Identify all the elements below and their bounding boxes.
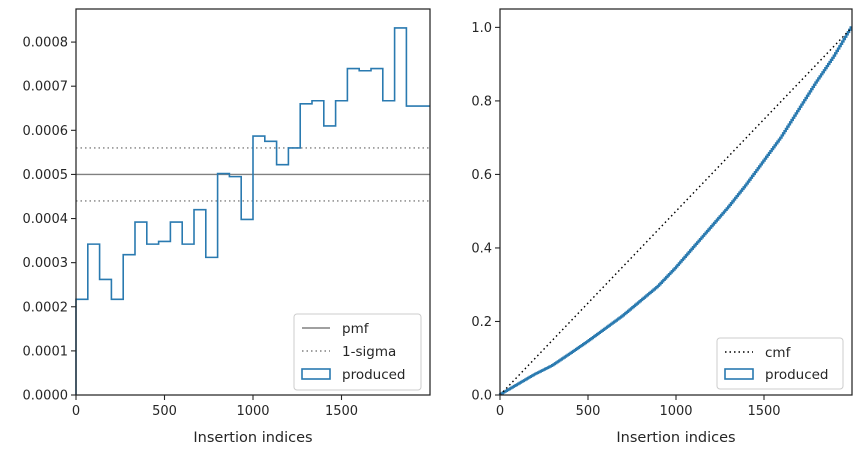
histogram-bin: [123, 255, 135, 395]
right-axes-frame: [499, 8, 853, 396]
right-y-tick-label: 0.2: [471, 315, 492, 330]
legend-pmf-label: pmf: [342, 321, 370, 337]
histogram-bin: [241, 219, 253, 395]
left-x-ticks: 0 500 1000 1500: [72, 395, 358, 419]
left-y-tick-label: 0.0005: [23, 168, 69, 183]
histogram-bin: [111, 299, 123, 395]
left-y-ticks: 0.0000 0.0001 0.0002 0.0003 0.0004 0.0005 0.00…: [23, 36, 76, 404]
left-x-tick-label: 1000: [236, 404, 269, 419]
right-legend-box: [716, 337, 844, 390]
legend-produced-swatch: [724, 368, 754, 380]
right-legend: cmf produced: [716, 337, 844, 390]
histogram-bin: [229, 177, 241, 395]
left-legend-box: [293, 313, 422, 391]
right-x-tick-label: 0: [496, 404, 504, 419]
left-x-axis-label: Insertion indices: [193, 430, 312, 446]
histogram-step-line: [75, 27, 430, 395]
histogram-bin: [265, 141, 277, 395]
histogram-bin: [88, 244, 100, 395]
legend-produced-label: produced: [765, 367, 829, 383]
histogram-bin: [277, 165, 289, 395]
right-x-tick-label: 500: [576, 404, 601, 419]
left-y-tick-label: 0.0004: [23, 212, 69, 227]
left-x-tick-label: 1500: [325, 404, 358, 419]
legend-cmf-label: cmf: [765, 345, 792, 361]
right-x-tick-label: 1000: [659, 404, 692, 419]
histogram-bin: [218, 174, 230, 395]
left-x-tick-label: 500: [152, 404, 177, 419]
left-y-tick-label: 0.0001: [23, 344, 69, 359]
right-y-tick-label: 0.4: [471, 241, 492, 256]
histogram-bin: [147, 244, 159, 395]
right-y-tick-label: 0.0: [471, 389, 492, 404]
right-y-tick-label: 0.6: [471, 168, 492, 183]
left-x-tick-label: 0: [72, 404, 80, 419]
histogram-bin: [194, 210, 206, 395]
right-x-tick-label: 1500: [747, 404, 780, 419]
left-y-tick-label: 0.0008: [23, 36, 69, 51]
left-y-tick-label: 0.0006: [23, 124, 69, 139]
right-y-ticks: 0.0 0.2 0.4 0.6 0.8 1.0: [471, 21, 500, 404]
left-histogram-group: [75, 27, 430, 395]
left-y-tick-label: 0.0007: [23, 80, 69, 95]
produced-cumulative-line: [498, 26, 852, 396]
left-y-tick-label: 0.0000: [23, 389, 69, 404]
cmf-line: [499, 26, 853, 396]
left-chart: 0 500 1000 1500 0.00000.00010.00020.00030.0…: [23, 8, 431, 446]
legend-produced-swatch: [301, 368, 331, 380]
right-y-tick-label: 0.8: [471, 94, 492, 109]
right-x-axis-label: Insertion indices: [616, 430, 735, 446]
histogram-bin: [182, 244, 194, 395]
right-cdf-group: [498, 26, 853, 396]
histogram-bin: [135, 222, 147, 395]
left-y-tick-label: 0.0003: [23, 256, 69, 271]
histogram-bin: [253, 136, 265, 395]
legend-produced-label: produced: [342, 367, 406, 383]
right-chart: 0 500 1000 1500 0.0 0.2 0.4 0.6 0.8 1.0 Insertio…: [471, 8, 853, 446]
histogram-bin: [206, 257, 218, 395]
left-legend: pmf 1-sigma produced: [293, 313, 422, 391]
histogram-bin: [100, 279, 112, 395]
histogram-bin: [170, 222, 182, 395]
right-x-ticks: 0 500 1000 1500: [496, 395, 781, 419]
left-y-tick-label: 0.0002: [23, 300, 69, 315]
legend-sigma-label: 1-sigma: [342, 344, 396, 360]
histogram-bin: [159, 241, 171, 395]
histogram-bin: [76, 299, 88, 395]
right-y-tick-label: 1.0: [471, 21, 492, 36]
